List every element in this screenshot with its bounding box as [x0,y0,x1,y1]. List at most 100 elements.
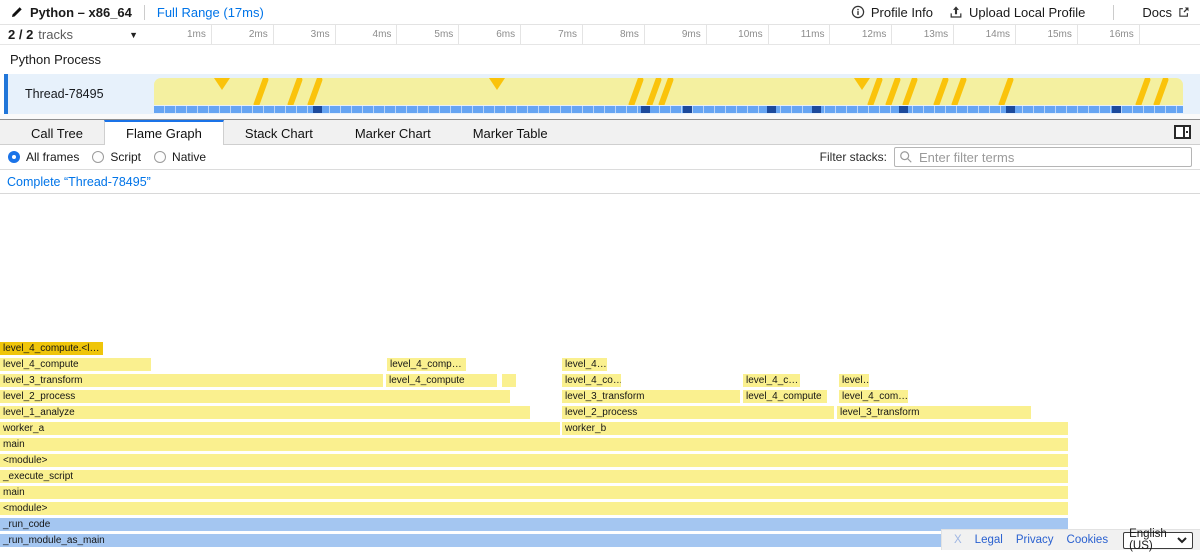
gc-marker-icon [998,78,1015,105]
tab-flame-graph[interactable]: Flame Graph [104,120,224,145]
sample-dark-segment [812,106,821,113]
language-select[interactable]: English (US) [1123,532,1193,549]
radio-label: Native [172,150,206,164]
flame-frame[interactable]: _execute_script [0,470,1068,483]
footer-link-privacy[interactable]: Privacy [1016,534,1054,546]
flame-frame[interactable]: _run_code [0,518,1068,531]
tab-stack-chart[interactable]: Stack Chart [224,120,334,144]
gc-marker-icon [1153,78,1170,105]
footer-link-cookies[interactable]: Cookies [1067,534,1109,546]
flame-frame[interactable]: worker_a [0,422,560,435]
ruler-tick: 1ms [150,25,212,44]
edit-icon[interactable] [10,6,23,19]
flame-frame[interactable]: level_4_compute [0,358,151,371]
divider [1113,5,1114,20]
tab-marker-chart[interactable]: Marker Chart [334,120,452,144]
divider [144,5,145,20]
ruler-tick: 8ms [583,25,645,44]
frame-filter-radios: All frames Script Native [8,150,219,164]
process-label: Python Process [10,52,101,67]
flame-frame[interactable]: <module> [0,502,1068,515]
ruler-tick: 14ms [954,25,1016,44]
tracks-dropdown[interactable]: 2 / 2 tracks ▼ [0,25,150,44]
flame-frame[interactable]: level_4… [562,358,607,371]
footer: X Legal Privacy Cookies English (US) [941,529,1200,550]
flame-frame[interactable]: _run_module_as_main [0,534,1068,547]
thread-activity-graph[interactable] [150,74,1200,114]
ruler-tick: 13ms [892,25,954,44]
flame-frame[interactable]: level_4_compute [386,374,497,387]
external-link-icon [1178,6,1190,18]
ruler-tick: 16ms [1078,25,1140,44]
footer-x-link[interactable]: X [954,534,962,546]
flame-frame[interactable]: level… [839,374,869,387]
tab-call-tree[interactable]: Call Tree [10,120,104,144]
sidebar-toggle-icon[interactable] [1174,125,1191,139]
cpu-activity-area[interactable] [154,78,1183,105]
flame-frame[interactable]: level_4_com… [839,390,908,403]
gc-marker-icon [933,78,950,105]
radio-icon [92,151,104,163]
ruler-tick: 15ms [1016,25,1078,44]
tracks-count: 2 / 2 [8,27,33,42]
radio-label: Script [110,150,141,164]
flame-frame[interactable]: main [0,438,1068,451]
filter-stacks-input[interactable] [894,147,1192,167]
flame-frame[interactable]: level_4_c… [743,374,800,387]
ruler-tick: 4ms [336,25,398,44]
ruler-tick: 9ms [645,25,707,44]
thread-label[interactable]: Thread-78495 [4,74,150,114]
flame-frame[interactable]: level_4_comp… [387,358,466,371]
flame-frame[interactable]: worker_b [562,422,1068,435]
flame-frame[interactable]: level_4_compute.<l… [0,342,103,355]
flame-frame[interactable]: <module> [0,454,1068,467]
chevron-down-icon: ▼ [129,30,138,40]
flame-frame[interactable]: level_2_process [562,406,834,419]
samples-bar[interactable] [154,106,1183,113]
gc-marker-icon [307,78,324,105]
radio-native[interactable]: Native [154,150,206,164]
chevron-down-icon [1177,537,1187,544]
ruler-tick: 11ms [769,25,831,44]
radio-label: All frames [26,150,79,164]
ruler-tick: 6ms [459,25,521,44]
flame-graph-canvas[interactable]: _run_module_as_main _run_code <module> main… [0,194,1200,549]
gc-marker-icon [902,78,919,105]
full-range-link[interactable]: Full Range (17ms) [157,5,264,20]
profile-title: Python – x86_64 [30,5,132,20]
sample-dark-segment [641,106,650,113]
upload-icon [949,5,963,19]
flame-frame[interactable]: level_3_transform [837,406,1031,419]
sample-dark-segment [899,106,908,113]
footer-link-legal[interactable]: Legal [975,534,1003,546]
breadcrumb[interactable]: Complete “Thread-78495” [7,175,151,189]
flame-frame[interactable]: main [0,486,1068,499]
tracks-word: tracks [38,27,73,42]
sample-dark-segment [313,106,322,113]
info-icon [851,5,865,19]
ruler-tick: 7ms [521,25,583,44]
track-thread[interactable]: Thread-78495 [0,74,1200,114]
ruler-tick: 5ms [397,25,459,44]
radio-script[interactable]: Script [92,150,141,164]
track-python-process[interactable]: Python Process [0,45,1200,74]
docs-link[interactable]: Docs [1142,5,1190,20]
footer-links: Legal Privacy Cookies [975,534,1108,546]
tab-marker-table[interactable]: Marker Table [452,120,569,144]
gc-marker-icon [951,78,968,105]
flame-frame[interactable]: level_3_transform [0,374,383,387]
radio-all-frames[interactable]: All frames [8,150,79,164]
ruler-tick: 10ms [707,25,769,44]
flame-frame[interactable]: level_2_process [0,390,510,403]
profile-info-button[interactable]: Profile Info [851,5,933,20]
flame-frame[interactable]: level_3_transform [562,390,740,403]
upload-profile-button[interactable]: Upload Local Profile [949,5,1085,20]
flame-frame[interactable]: level_4_co… [562,374,621,387]
flame-frame[interactable] [502,374,516,387]
breadcrumb-row: Complete “Thread-78495” [0,170,1200,194]
flame-frame[interactable]: level_1_analyze [0,406,530,419]
flame-frame[interactable]: level_4_compute [743,390,827,403]
